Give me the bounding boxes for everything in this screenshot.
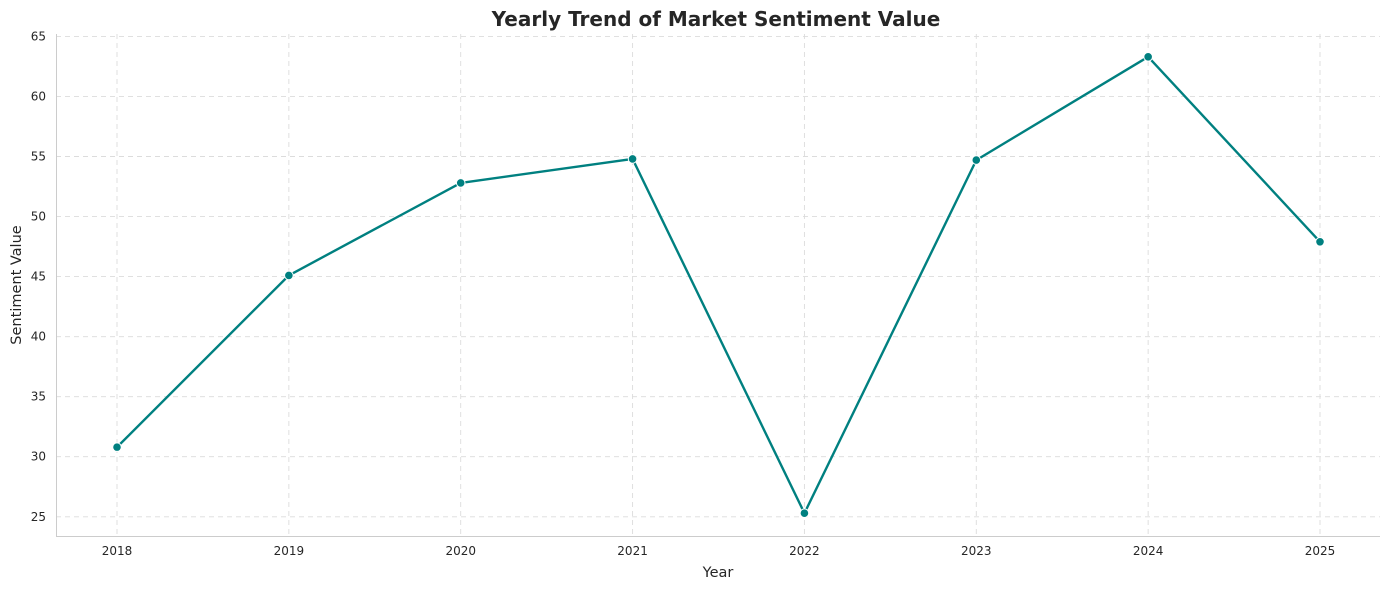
series-layer	[112, 52, 1325, 518]
data-point-2022	[799, 508, 810, 518]
x-tick-label: 2025	[1305, 544, 1336, 558]
y-tick-label: 65	[31, 29, 46, 43]
data-point-2018	[112, 442, 122, 452]
data-point-2021	[627, 154, 638, 164]
series-line	[115, 55, 1322, 515]
y-tick-label: 50	[31, 210, 46, 224]
x-tick-label: 2018	[102, 544, 133, 558]
y-tick-label: 45	[31, 270, 46, 284]
y-tick-label: 55	[31, 149, 46, 163]
x-axis-title: Year	[702, 565, 734, 581]
y-tick-label: 25	[31, 510, 46, 524]
data-point-2020	[455, 178, 466, 188]
data-point-2025	[1315, 236, 1325, 247]
data-point-2024	[1143, 52, 1153, 62]
y-tick-label: 35	[31, 390, 46, 404]
y-tick-label: 60	[31, 89, 46, 103]
x-tick-label: 2024	[1133, 544, 1164, 558]
x-tick-labels: 2018 2019 2020 2021 2022 2023 2024 2025	[102, 544, 1336, 558]
y-tick-labels: 25 30 35 40 45 50 55 60 65	[31, 29, 46, 523]
grid-lines	[56, 34, 1380, 536]
y-tick-label: 30	[31, 450, 46, 464]
x-tick-label: 2020	[445, 544, 476, 558]
x-tick-label: 2022	[789, 544, 820, 558]
y-tick-label: 40	[31, 330, 46, 344]
chart-title: Yearly Trend of Market Sentiment Value	[491, 7, 941, 31]
x-tick-label: 2019	[274, 544, 305, 558]
y-axis-title: Sentiment Value	[9, 225, 25, 344]
data-point-2023	[971, 155, 982, 165]
x-tick-label: 2021	[617, 544, 648, 558]
data-point-2019	[284, 270, 294, 281]
x-tick-label: 2023	[961, 544, 992, 558]
